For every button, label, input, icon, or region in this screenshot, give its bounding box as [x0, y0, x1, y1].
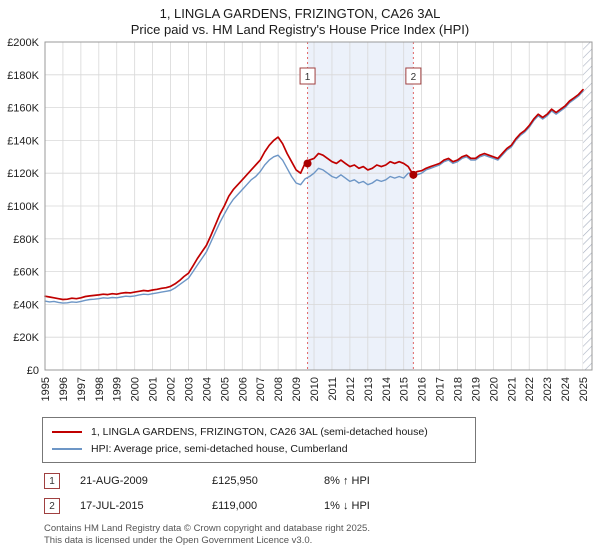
- svg-text:1995: 1995: [40, 377, 52, 401]
- svg-text:2006: 2006: [237, 377, 249, 401]
- sale-hpi-delta-1: 8% ↑ HPI: [324, 475, 370, 487]
- svg-text:2012: 2012: [345, 377, 357, 401]
- svg-text:2021: 2021: [506, 377, 518, 401]
- svg-text:£160K: £160K: [7, 103, 39, 115]
- attribution-line-1: Contains HM Land Registry data © Crown c…: [44, 523, 370, 534]
- svg-text:2001: 2001: [148, 377, 160, 401]
- sale-flag-2: 2: [44, 498, 60, 514]
- svg-text:£60K: £60K: [13, 267, 39, 279]
- svg-text:2014: 2014: [381, 377, 393, 401]
- svg-text:1996: 1996: [58, 377, 70, 401]
- svg-text:2000: 2000: [130, 377, 142, 401]
- svg-text:£0: £0: [27, 365, 39, 377]
- sale-row-1: 1 21-AUG-2009 £125,950 8% ↑ HPI: [44, 473, 600, 489]
- svg-text:2022: 2022: [524, 377, 536, 401]
- sale-hpi-delta-2: 1% ↓ HPI: [324, 500, 370, 512]
- sale-price-2: £119,000: [212, 500, 258, 512]
- svg-text:£80K: £80K: [13, 234, 39, 246]
- legend-label-hpi: HPI: Average price, semi-detached house,…: [91, 442, 348, 455]
- sale-annotations: 1 21-AUG-2009 £125,950 8% ↑ HPI 2 17-JUL…: [44, 473, 600, 514]
- svg-text:1998: 1998: [94, 377, 106, 401]
- svg-text:1: 1: [305, 72, 311, 83]
- chart-titles: 1, LINGLA GARDENS, FRIZINGTON, CA26 3AL …: [0, 0, 600, 38]
- svg-text:2025: 2025: [578, 377, 590, 401]
- svg-text:£100K: £100K: [7, 201, 39, 213]
- sale-row-2: 2 17-JUL-2015 £119,000 1% ↓ HPI: [44, 498, 600, 514]
- svg-text:2002: 2002: [166, 377, 178, 401]
- svg-text:2020: 2020: [488, 377, 500, 401]
- svg-text:2023: 2023: [542, 377, 554, 401]
- svg-text:£140K: £140K: [7, 135, 39, 147]
- svg-text:£200K: £200K: [7, 38, 39, 49]
- sale-price-1: £125,950: [212, 475, 258, 487]
- chart-title: 1, LINGLA GARDENS, FRIZINGTON, CA26 3AL: [159, 6, 441, 21]
- svg-text:2007: 2007: [255, 377, 267, 401]
- legend-item-hpi: HPI: Average price, semi-detached house,…: [52, 440, 466, 457]
- svg-text:2017: 2017: [435, 377, 447, 401]
- svg-text:£40K: £40K: [13, 299, 39, 311]
- legend-item-property: 1, LINGLA GARDENS, FRIZINGTON, CA26 3AL …: [52, 423, 466, 440]
- svg-text:1997: 1997: [76, 377, 88, 401]
- svg-text:2005: 2005: [219, 377, 231, 401]
- price-chart: 1 2 £0 £20K £40K £60K £80K £100K £120K £140K £160K…: [7, 38, 593, 401]
- legend-swatch-property: [52, 430, 82, 433]
- svg-text:2016: 2016: [417, 377, 429, 401]
- chart-legend: 1, LINGLA GARDENS, FRIZINGTON, CA26 3AL …: [42, 417, 476, 463]
- attribution-footer: Contains HM Land Registry data © Crown c…: [44, 523, 600, 548]
- attribution-line-2: This data is licensed under the Open Gov…: [44, 535, 313, 547]
- sale-flag-1: 1: [44, 473, 60, 489]
- svg-text:2003: 2003: [183, 377, 195, 401]
- svg-text:2024: 2024: [560, 377, 572, 401]
- svg-text:2018: 2018: [452, 377, 464, 401]
- svg-text:2015: 2015: [399, 377, 411, 401]
- svg-text:2009: 2009: [291, 377, 303, 401]
- svg-text:2011: 2011: [327, 377, 339, 401]
- svg-text:2010: 2010: [309, 377, 321, 401]
- svg-text:2004: 2004: [201, 377, 213, 401]
- chart-subtitle: Price paid vs. HM Land Registry's House …: [130, 22, 470, 37]
- svg-text:2008: 2008: [273, 377, 285, 401]
- sale-date-2: 17-JUL-2015: [80, 500, 144, 512]
- svg-text:£20K: £20K: [13, 332, 39, 344]
- sale-date-1: 21-AUG-2009: [80, 475, 148, 487]
- legend-swatch-hpi: [52, 447, 82, 450]
- svg-text:1999: 1999: [112, 377, 124, 401]
- svg-text:£180K: £180K: [7, 70, 39, 82]
- svg-text:£120K: £120K: [7, 168, 39, 180]
- svg-text:2: 2: [411, 72, 417, 83]
- legend-label-property: 1, LINGLA GARDENS, FRIZINGTON, CA26 3AL …: [91, 425, 428, 438]
- svg-text:2019: 2019: [470, 377, 482, 401]
- svg-text:2013: 2013: [363, 377, 375, 401]
